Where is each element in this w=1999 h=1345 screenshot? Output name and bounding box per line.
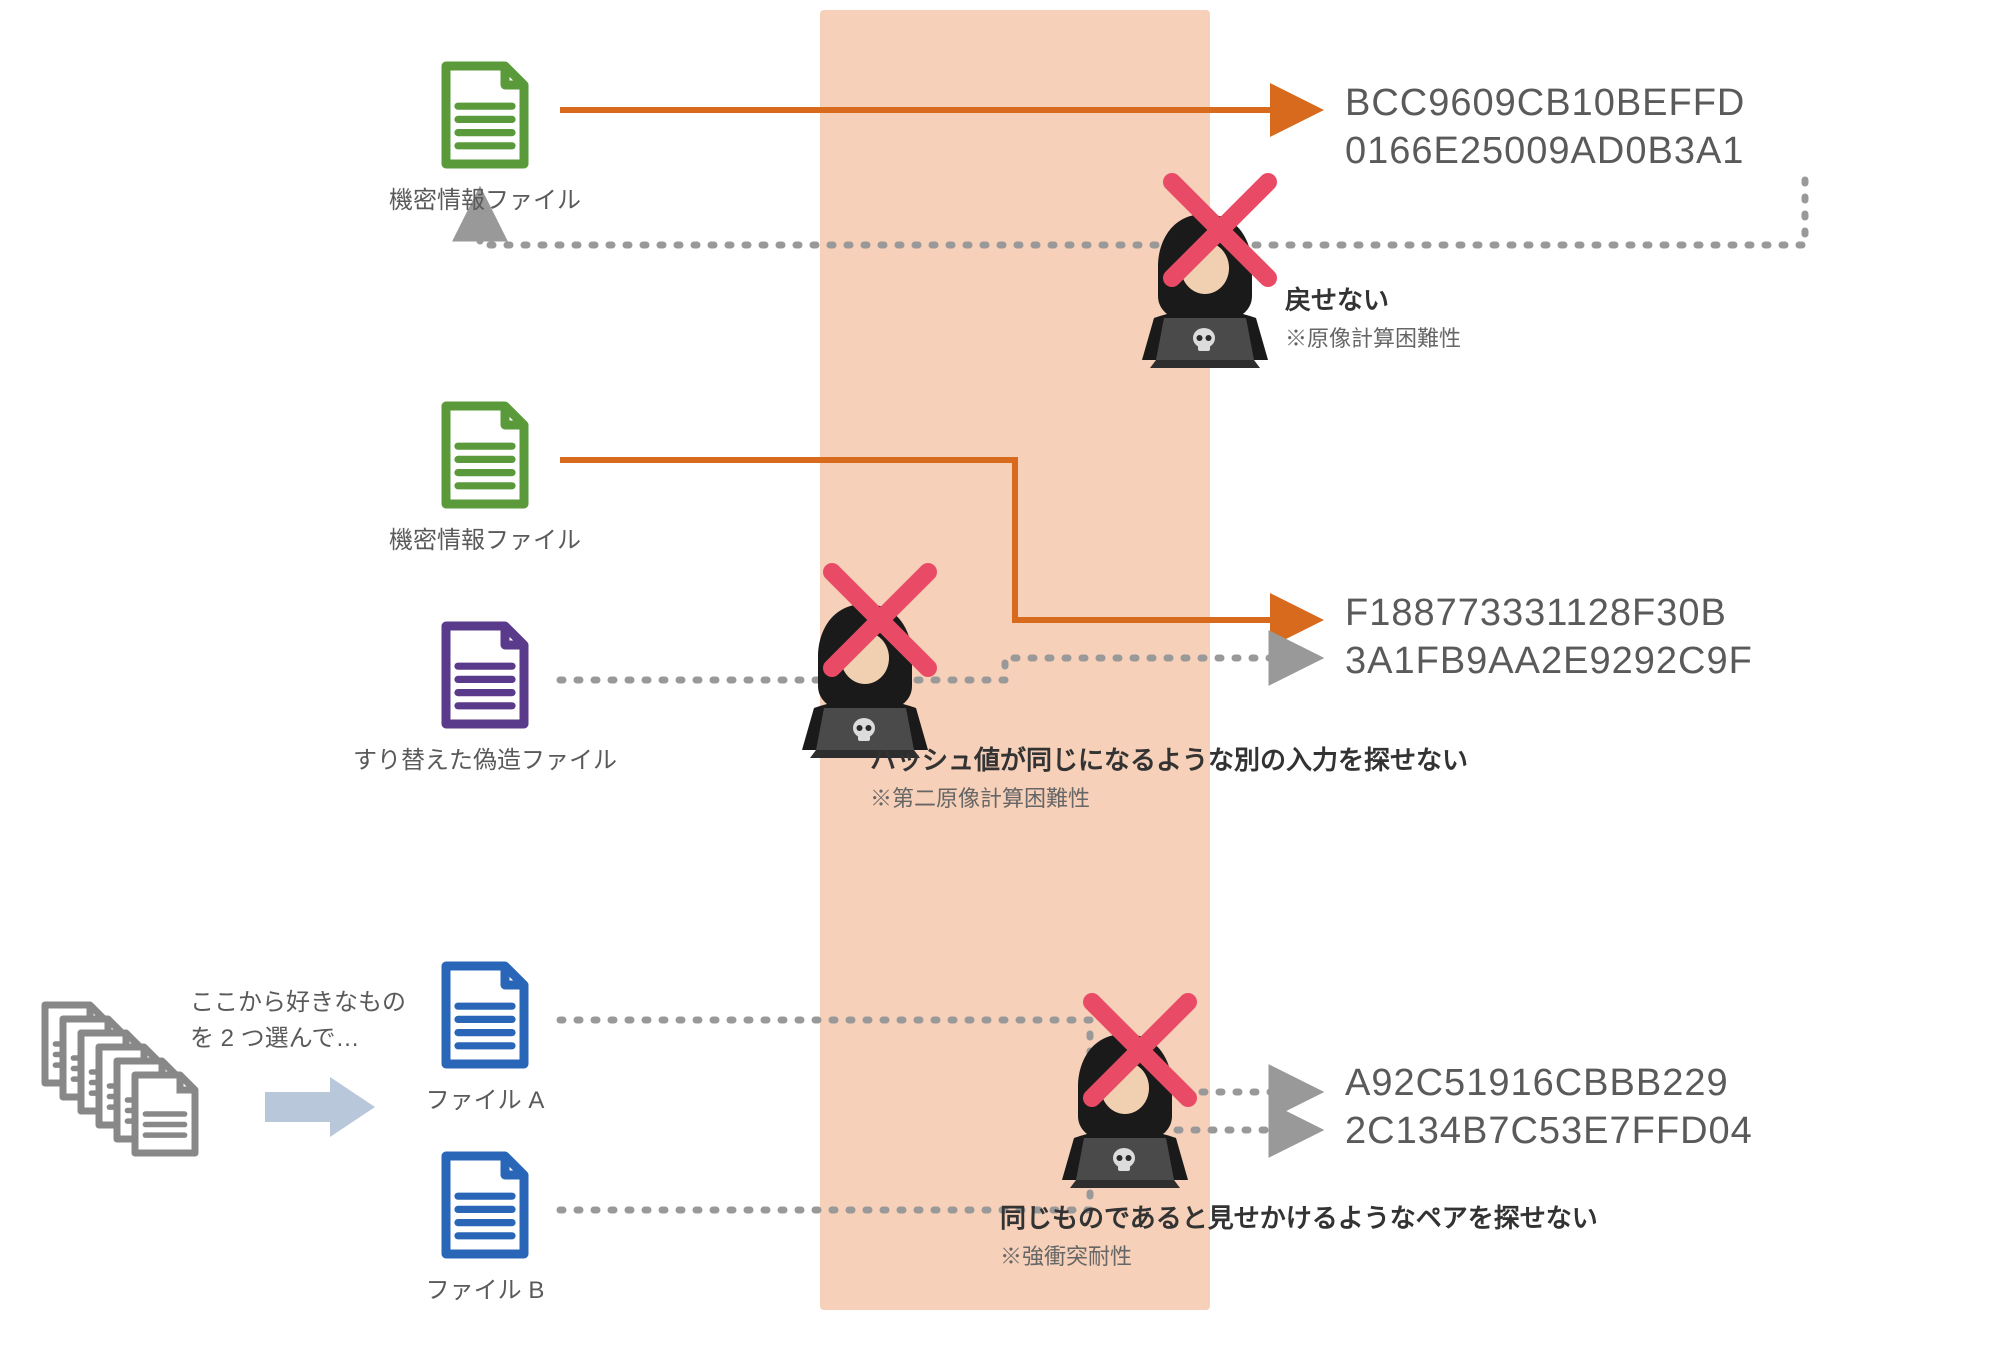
explain-e1: 戻せない ※原像計算困難性 — [1285, 280, 1461, 353]
hash-output-h3: A92C51916CBBB2292C134B7C53E7FFD04 — [1345, 1060, 1753, 1155]
explain-sub: ※原像計算困難性 — [1285, 321, 1461, 353]
file-confidential1: 機密情報ファイル — [440, 60, 530, 175]
file-label: 機密情報ファイル — [389, 180, 581, 215]
file-icon — [440, 1150, 530, 1265]
file-label: ファイル A — [426, 1080, 545, 1115]
explain-sub: ※強衝突耐性 — [1000, 1239, 1598, 1271]
explain-title: 同じものであると見せかけるようなペアを探せない — [1000, 1198, 1598, 1235]
hacker-hk2 — [780, 590, 950, 765]
file-fileA: ファイル A — [440, 960, 530, 1075]
pick-text: ここから好きなものを 2 つ選んで… — [190, 985, 406, 1057]
file-icon — [440, 960, 530, 1075]
explain-title: ハッシュ値が同じになるような別の入力を探せない — [870, 740, 1468, 777]
file-confidential2: 機密情報ファイル — [440, 400, 530, 515]
hacker-hk1 — [1120, 200, 1290, 375]
file-stack — [30, 990, 210, 1173]
red-x-icon — [820, 560, 940, 685]
file-label: 機密情報ファイル — [389, 520, 581, 555]
red-x-icon — [1080, 990, 1200, 1115]
file-fileB: ファイル B — [440, 1150, 530, 1265]
explain-e2: ハッシュ値が同じになるような別の入力を探せない ※第二原像計算困難性 — [870, 740, 1468, 813]
file-icon — [440, 60, 530, 175]
hash-output-h1: BCC9609CB10BEFFD0166E25009AD0B3A1 — [1345, 80, 1745, 175]
explain-sub: ※第二原像計算困難性 — [870, 781, 1468, 813]
hash-output-h2: F188773331128F30B3A1FB9AA2E9292C9F — [1345, 590, 1753, 685]
file-icon — [440, 400, 530, 515]
red-x-icon — [1160, 170, 1280, 295]
file-icon — [440, 620, 530, 735]
file-label: すり替えた偽造ファイル — [353, 740, 617, 775]
explain-title: 戻せない — [1285, 280, 1461, 317]
pick-arrow-icon — [260, 1072, 380, 1147]
file-label: ファイル B — [426, 1270, 545, 1305]
explain-e3: 同じものであると見せかけるようなペアを探せない ※強衝突耐性 — [1000, 1198, 1598, 1271]
hacker-hk3 — [1040, 1020, 1210, 1195]
file-forged: すり替えた偽造ファイル — [440, 620, 530, 735]
